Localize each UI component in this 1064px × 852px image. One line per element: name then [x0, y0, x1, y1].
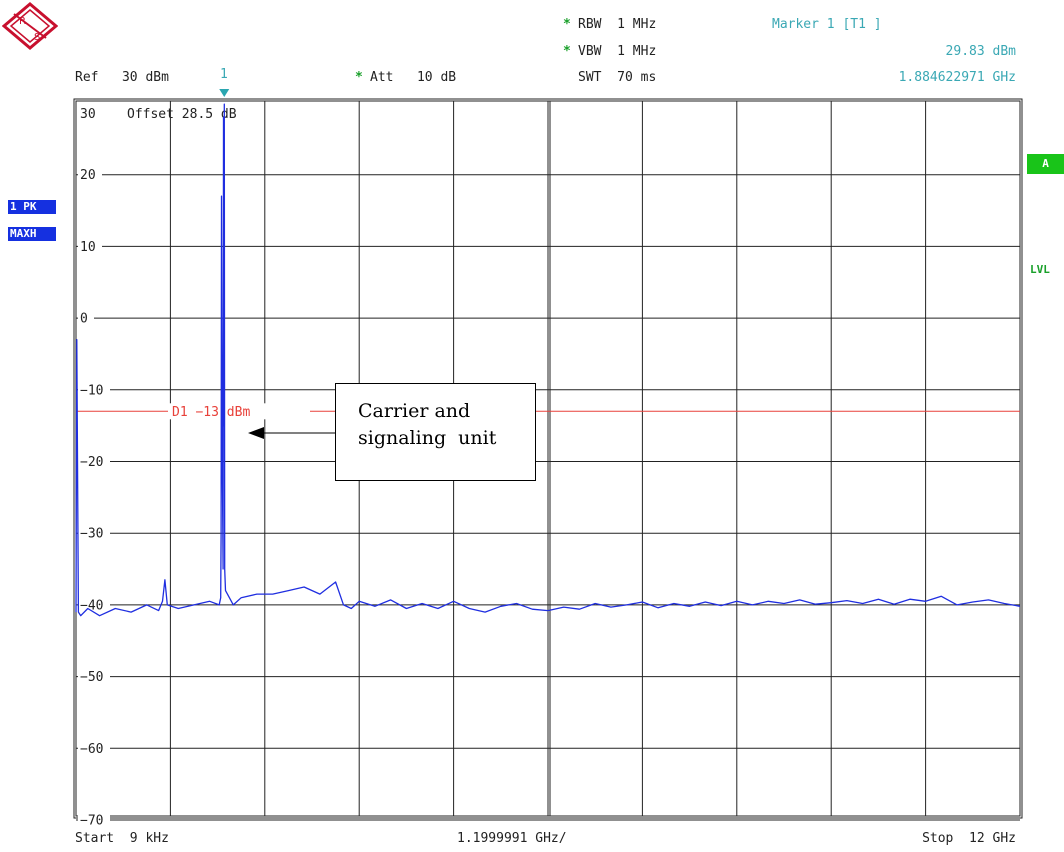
carrier-callout-box: Carrier and signaling unit	[335, 383, 536, 481]
marker-frequency: 1.884622971 GHz	[898, 70, 1016, 85]
display-line-label-bg	[168, 403, 310, 420]
callout-arrowhead	[248, 427, 264, 439]
y-tick-label-bg	[78, 669, 110, 684]
y-tick-label: −30	[80, 527, 103, 542]
y-tick-label-bg	[78, 382, 110, 397]
span-per-division: 1.1999991 GHz/	[457, 831, 567, 846]
a-indicator-badge: A	[1027, 154, 1064, 174]
ref-tick-label: 30	[80, 107, 96, 122]
vbw-modified-star: *	[563, 44, 571, 59]
rohde-schwarz-logo: R S	[2, 2, 58, 50]
svg-text:S: S	[34, 32, 40, 43]
y-tick-label: −20	[80, 455, 103, 470]
rbw-label: RBW 1 MHz	[578, 17, 657, 32]
vbw-label: VBW 1 MHz	[578, 44, 657, 59]
y-tick-label-bg	[78, 239, 102, 254]
y-tick-label: 0	[80, 312, 88, 327]
y-tick-label-bg	[78, 454, 110, 469]
y-tick-label: −70	[80, 814, 103, 829]
marker-title: Marker 1 [T1 ]	[772, 17, 882, 32]
y-tick-label-bg	[78, 167, 102, 182]
start-frequency: Start 9 kHz	[75, 831, 169, 846]
trace-mode-badge: MAXH	[8, 227, 56, 241]
marker-level: 29.83 dBm	[945, 44, 1016, 59]
y-tick-label: 20	[80, 168, 96, 183]
display-line-label: D1 −13 dBm	[172, 405, 250, 420]
y-tick-label: 10	[80, 240, 96, 255]
y-tick-label-bg	[78, 741, 110, 756]
offset-label: Offset 28.5 dB	[127, 107, 237, 122]
y-tick-label-bg	[78, 597, 110, 612]
y-tick-label: −10	[80, 383, 103, 398]
callout-line-1: Carrier and	[358, 400, 471, 422]
y-tick-label-bg	[78, 813, 110, 827]
svg-text:R: R	[19, 16, 26, 27]
y-tick-label: −60	[80, 742, 103, 757]
y-tick-label-bg	[78, 311, 94, 326]
marker-number-label: 1	[220, 67, 228, 82]
spectrum-trace	[75, 103, 1021, 617]
att-label: Att 10 dB	[370, 70, 457, 85]
rbw-modified-star: *	[563, 17, 571, 32]
y-tick-label-bg	[78, 526, 110, 541]
trace-detector-badge: 1 PK	[8, 200, 56, 214]
lvl-indicator: LVL	[1030, 263, 1050, 276]
att-modified-star: *	[355, 70, 363, 85]
marker-triangle	[219, 89, 230, 97]
ref-level-label: Ref 30 dBm	[75, 70, 169, 85]
callout-line-2: signaling unit	[358, 427, 497, 449]
plot-frame-outer	[73, 98, 1023, 819]
stop-frequency: Stop 12 GHz	[922, 831, 1016, 846]
y-tick-label: −50	[80, 670, 103, 685]
swt-label: SWT 70 ms	[578, 70, 657, 85]
ref-tick-label-bg	[78, 106, 102, 120]
